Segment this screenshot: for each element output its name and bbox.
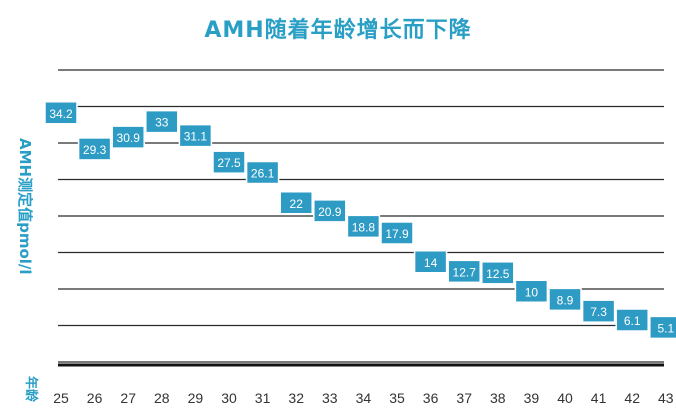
x-tick-label: 39 bbox=[524, 390, 540, 406]
data-point-box bbox=[548, 287, 582, 312]
x-tick-label: 30 bbox=[221, 390, 237, 406]
data-point-box bbox=[44, 101, 78, 125]
data-label: 6.1 bbox=[624, 314, 641, 328]
data-point-box bbox=[413, 250, 448, 274]
data-point-box bbox=[178, 123, 213, 148]
data-label: 26.1 bbox=[251, 167, 275, 181]
data-point-box bbox=[615, 308, 649, 332]
x-tick-label: 32 bbox=[288, 390, 304, 406]
data-label: 7.3 bbox=[590, 305, 607, 319]
x-tick-label: 35 bbox=[389, 390, 405, 406]
x-tick-label: 28 bbox=[154, 390, 170, 406]
data-point-box bbox=[581, 299, 616, 323]
x-tick-label: 26 bbox=[87, 390, 103, 406]
data-point-box bbox=[145, 109, 179, 134]
data-label: 34.2 bbox=[49, 107, 73, 121]
x-tick-label: 42 bbox=[624, 390, 640, 406]
data-point-box bbox=[649, 315, 676, 340]
data-label: 5.1 bbox=[657, 321, 674, 335]
x-tick-label: 36 bbox=[423, 390, 439, 406]
data-point-box bbox=[346, 214, 381, 239]
data-label: 27.5 bbox=[217, 156, 241, 170]
data-point-box bbox=[447, 259, 481, 284]
data-point-box bbox=[279, 191, 313, 215]
x-tick-label: 37 bbox=[456, 390, 472, 406]
data-label: 17.9 bbox=[385, 227, 409, 241]
data-label: 20.9 bbox=[318, 205, 342, 219]
x-tick-label: 29 bbox=[188, 390, 204, 406]
data-label: 30.9 bbox=[117, 131, 141, 145]
x-tick-label: 34 bbox=[356, 390, 372, 406]
data-label: 14 bbox=[424, 256, 438, 270]
x-tick-label: 25 bbox=[53, 390, 69, 406]
x-tick-label: 33 bbox=[322, 390, 338, 406]
x-tick-label: 31 bbox=[255, 390, 271, 406]
data-label: 22 bbox=[290, 197, 304, 211]
x-tick-label: 27 bbox=[120, 390, 136, 406]
x-axis-label: 年龄 bbox=[23, 376, 39, 403]
data-point-box bbox=[245, 160, 280, 185]
x-tick-label: 40 bbox=[557, 390, 573, 406]
data-label: 33 bbox=[155, 116, 169, 130]
data-label: 18.8 bbox=[352, 220, 376, 234]
data-point-box bbox=[212, 150, 246, 174]
data-point-box bbox=[77, 137, 112, 161]
chart-title: AMH随着年龄增长而下降 bbox=[204, 18, 472, 43]
x-tick-label: 41 bbox=[591, 390, 607, 406]
data-label: 31.1 bbox=[184, 130, 208, 144]
data-point-box bbox=[514, 279, 549, 303]
data-label: 8.9 bbox=[557, 293, 574, 307]
data-point-box bbox=[111, 125, 145, 149]
data-label: 12.5 bbox=[486, 267, 510, 281]
x-tick-label: 43 bbox=[658, 390, 674, 406]
data-point-box bbox=[313, 199, 347, 223]
x-tick-label: 38 bbox=[490, 390, 506, 406]
data-label: 29.3 bbox=[83, 143, 107, 157]
data-label: 12.7 bbox=[453, 265, 477, 279]
y-axis-label: AMH测定值pmol/l bbox=[16, 138, 34, 275]
data-label: 10 bbox=[525, 285, 539, 299]
data-point-box bbox=[481, 261, 515, 285]
data-point-box bbox=[380, 221, 414, 245]
